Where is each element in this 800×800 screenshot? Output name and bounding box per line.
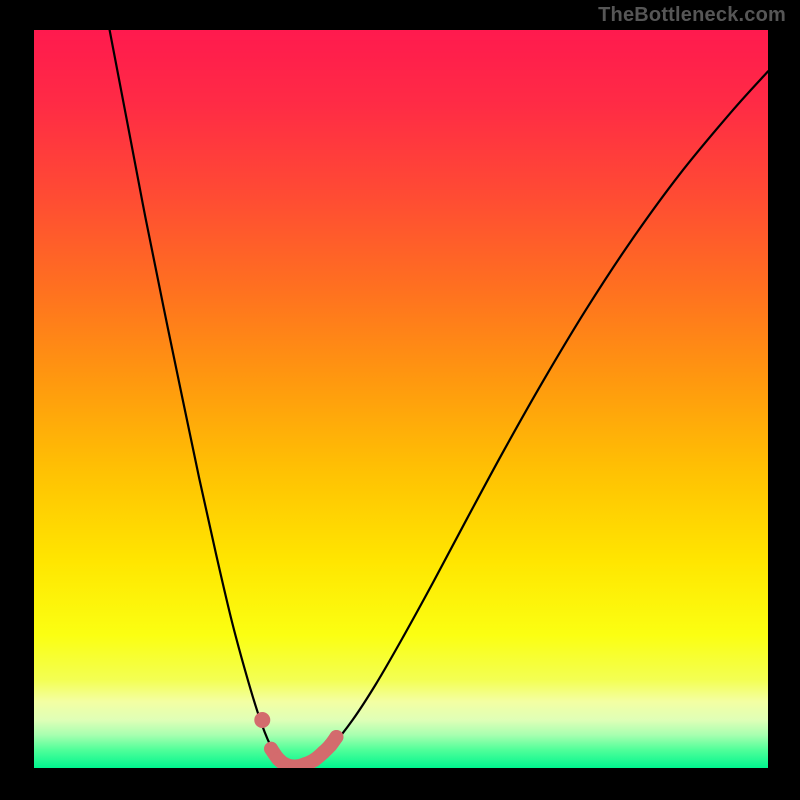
chart-container: TheBottleneck.com [0, 0, 800, 800]
watermark-label: TheBottleneck.com [598, 4, 786, 27]
curve-right-branch [292, 71, 768, 767]
bottleneck-curve-overlay [34, 30, 768, 768]
plot-area [34, 30, 768, 768]
curve-left-branch [110, 30, 293, 767]
minimum-marker-point [329, 730, 343, 744]
minimum-marker-dot [254, 712, 270, 728]
